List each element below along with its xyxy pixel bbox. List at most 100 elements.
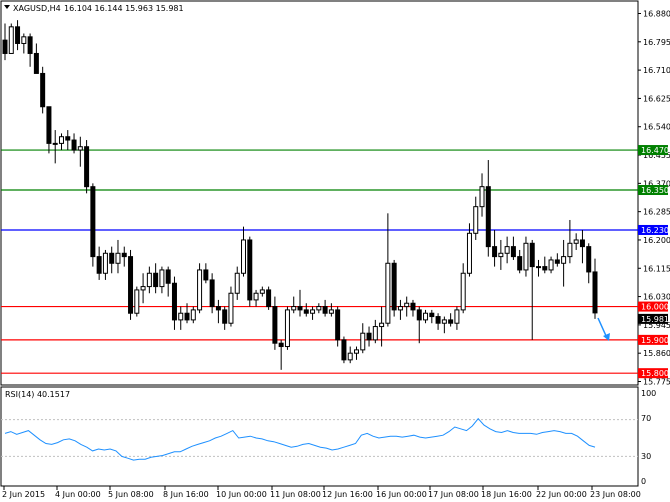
candle[interactable] [410,299,416,317]
candle[interactable] [197,263,203,314]
candle[interactable] [385,213,391,327]
candle[interactable] [567,219,573,264]
candle[interactable] [335,306,341,347]
rsi-panel[interactable] [0,386,639,487]
candle[interactable] [8,23,14,54]
candle[interactable] [58,133,64,151]
candle[interactable] [121,246,127,267]
candle[interactable] [341,336,347,364]
candle[interactable] [46,106,52,154]
candle[interactable] [222,306,228,330]
candle[interactable] [498,239,504,270]
candle[interactable] [485,160,491,257]
candle[interactable] [203,263,209,284]
candle[interactable] [366,326,372,347]
candle[interactable] [435,313,441,330]
candle[interactable] [140,273,146,304]
candle[interactable] [517,249,523,274]
candle[interactable] [2,23,8,61]
candle[interactable] [391,259,397,317]
candle[interactable] [504,236,510,264]
candle[interactable] [466,223,472,277]
candle[interactable] [542,256,548,274]
candle[interactable] [297,289,303,317]
candle[interactable] [184,303,190,324]
candle[interactable] [460,263,466,314]
candle[interactable] [548,256,554,274]
candle[interactable] [479,173,485,217]
candle[interactable] [586,243,592,284]
candle[interactable] [561,239,567,287]
candle[interactable] [473,196,479,240]
candle[interactable] [397,299,403,320]
candle[interactable] [159,266,165,294]
candle[interactable] [573,233,579,250]
candle[interactable] [328,303,334,317]
candle[interactable] [178,306,184,330]
candle[interactable] [416,306,422,344]
candle[interactable] [190,306,196,324]
candle[interactable] [128,249,134,320]
candle[interactable] [592,258,598,319]
candle[interactable] [215,299,221,324]
candle[interactable] [27,33,33,67]
candle[interactable] [291,296,297,314]
candle[interactable] [379,306,385,347]
candle[interactable] [303,303,309,317]
down-arrow-icon[interactable] [597,317,610,341]
candle[interactable] [316,303,322,314]
candle[interactable] [259,286,265,297]
candle[interactable] [90,183,96,267]
candle[interactable] [266,286,272,310]
candle[interactable] [109,246,115,274]
candle[interactable] [115,239,121,274]
candle[interactable] [353,346,359,360]
candle[interactable] [171,276,177,330]
candle[interactable] [310,306,316,320]
candle[interactable] [284,306,290,350]
candle[interactable] [272,296,278,350]
candle[interactable] [253,289,259,307]
candle[interactable] [510,236,516,260]
candle[interactable] [52,130,58,164]
candle[interactable] [322,299,328,317]
candle[interactable] [372,319,378,344]
candle[interactable] [429,309,435,324]
candle[interactable] [153,263,159,294]
candle[interactable] [165,266,171,297]
candle[interactable] [247,236,253,307]
candle[interactable] [146,266,152,294]
triangle-down-icon[interactable] [4,5,10,9]
candle[interactable] [241,226,247,277]
candle[interactable] [523,236,529,277]
candle[interactable] [347,346,353,364]
candle[interactable] [492,229,498,267]
candle[interactable] [579,229,585,264]
candle[interactable] [360,323,366,354]
candle[interactable] [65,130,71,151]
candle[interactable] [234,266,240,300]
price-panel[interactable] [0,0,639,386]
candle[interactable] [448,313,454,327]
candle[interactable] [536,259,542,277]
candle[interactable] [441,316,447,334]
candle[interactable] [454,306,460,330]
candle[interactable] [96,246,102,280]
candle[interactable] [404,296,410,317]
candle[interactable] [102,249,108,280]
candle[interactable] [228,286,234,327]
candle[interactable] [529,239,535,340]
candle[interactable] [134,286,140,317]
candle[interactable] [40,66,46,114]
candle[interactable] [209,273,215,314]
candle[interactable] [21,33,27,54]
candle[interactable] [15,20,21,51]
candle[interactable] [423,309,429,324]
candle[interactable] [554,253,560,267]
candle[interactable] [77,136,83,167]
candle[interactable] [278,339,284,370]
candle[interactable] [33,43,39,74]
candle[interactable] [71,133,77,154]
candle[interactable] [84,140,90,194]
